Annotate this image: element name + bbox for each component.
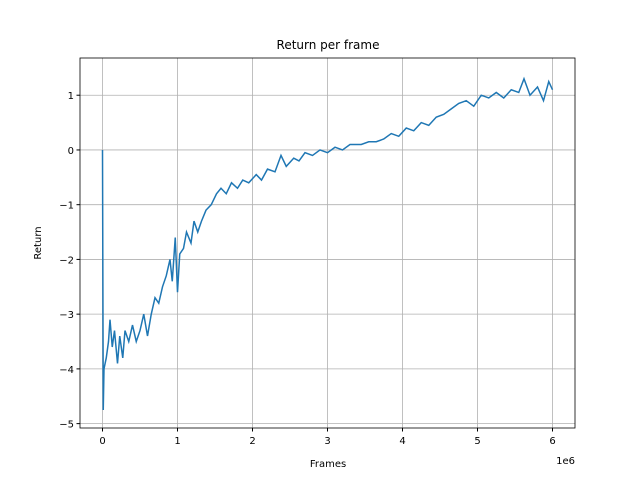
- y-axis-label: Return: [33, 226, 44, 259]
- x-tick-label: 1: [174, 436, 180, 447]
- x-tick-label: 3: [324, 436, 330, 447]
- chart-title: Return per frame: [277, 38, 380, 52]
- x-tick-label: 0: [99, 436, 105, 447]
- x-tick-label: 4: [399, 436, 405, 447]
- y-tick-label: −2: [59, 255, 74, 266]
- y-tick-label: −4: [59, 365, 74, 376]
- y-tick-label: 0: [68, 146, 74, 157]
- x-tick-label: 5: [474, 436, 480, 447]
- x-tick-label: 6: [549, 436, 555, 447]
- y-tick-label: −3: [59, 310, 74, 321]
- data-line: [101, 76, 554, 410]
- y-tick-label: −1: [59, 201, 74, 212]
- y-tick-label: −5: [59, 420, 74, 431]
- y-tick-label: 1: [68, 91, 74, 102]
- plot-frame: [79, 57, 576, 429]
- x-axis-label: Frames: [310, 459, 346, 470]
- x-offset-label: 1e6: [556, 456, 575, 467]
- x-tick-label: 2: [249, 436, 255, 447]
